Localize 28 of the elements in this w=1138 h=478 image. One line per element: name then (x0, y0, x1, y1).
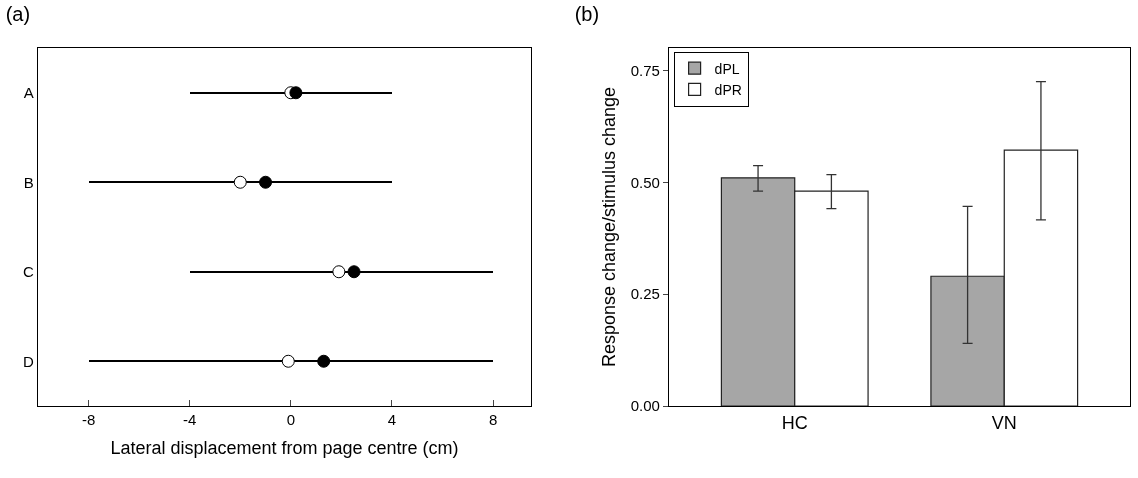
point (347, 265, 361, 279)
chart-title: (b) (574, 3, 600, 26)
y-tick-label: B (23, 173, 34, 191)
x-axis-title: Lateral displacement from page centre (cm) (110, 438, 459, 459)
y-tick-label: C (23, 263, 35, 280)
x-tick-label: -4 (183, 411, 197, 429)
x-tick-label: HC (781, 412, 808, 433)
point (233, 175, 247, 189)
x-tick-label: 0 (286, 411, 295, 429)
y-tick-label: 0.00 (630, 397, 660, 415)
point (289, 86, 303, 100)
x-tick-label: 4 (387, 411, 397, 429)
legend-label: dPR (714, 81, 742, 98)
x-tick-label: -8 (81, 411, 96, 429)
point (281, 354, 295, 368)
point (332, 265, 346, 279)
y-axis-title: Response change/stimulus change (598, 86, 619, 368)
point (317, 354, 331, 368)
chart-title: (a) (5, 3, 31, 26)
x-tick-label: VN (991, 412, 1017, 433)
y-tick-label: A (23, 84, 34, 101)
point (259, 175, 273, 189)
x-tick-label: 8 (488, 411, 498, 429)
y-tick-label: 0.50 (630, 173, 660, 191)
y-tick-label: 0.75 (630, 61, 660, 79)
y-tick-label: D (23, 352, 35, 370)
legend-label: dPL (714, 60, 740, 77)
y-tick-label: 0.25 (630, 285, 660, 303)
